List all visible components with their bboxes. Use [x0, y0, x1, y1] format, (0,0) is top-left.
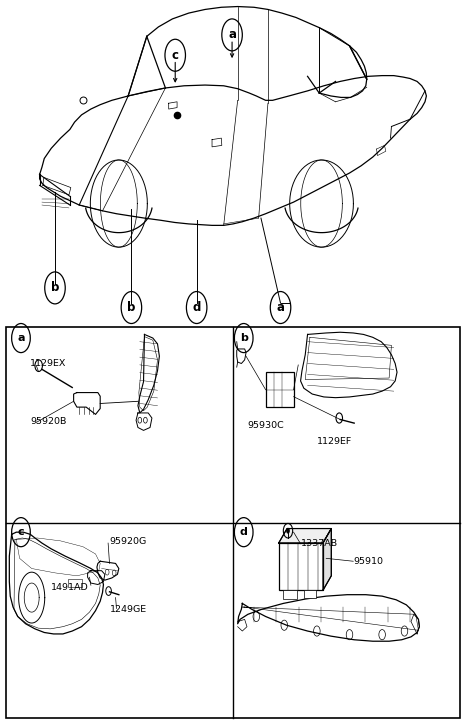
Text: a: a	[17, 333, 25, 343]
Text: d: d	[240, 527, 247, 537]
Text: b: b	[127, 301, 136, 314]
Text: 1129EF: 1129EF	[317, 437, 352, 446]
Bar	[279, 543, 323, 590]
Circle shape	[286, 528, 290, 534]
Text: 95920B: 95920B	[30, 417, 67, 426]
Bar	[304, 590, 316, 598]
Text: a: a	[276, 301, 285, 314]
Polygon shape	[279, 529, 331, 543]
Text: 95910: 95910	[353, 557, 383, 566]
Text: 1337AB: 1337AB	[301, 539, 338, 548]
Text: c: c	[18, 527, 24, 537]
Text: 95930C: 95930C	[247, 421, 284, 430]
Text: d: d	[192, 301, 201, 314]
Bar	[68, 579, 82, 587]
Bar	[6, 327, 460, 718]
Text: 1249GE: 1249GE	[110, 605, 147, 614]
Text: 1491AD: 1491AD	[51, 583, 89, 592]
Text: b: b	[51, 281, 59, 294]
Bar	[266, 372, 294, 407]
Polygon shape	[323, 529, 331, 590]
Text: c: c	[171, 49, 179, 62]
Text: a: a	[228, 28, 236, 41]
Text: 1129EX: 1129EX	[30, 359, 67, 368]
Text: b: b	[240, 333, 247, 343]
Text: 95920G: 95920G	[110, 537, 147, 546]
Bar	[283, 590, 297, 599]
